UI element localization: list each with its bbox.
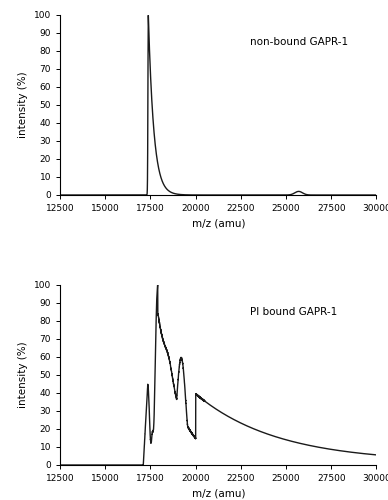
X-axis label: m/z (amu): m/z (amu)	[192, 488, 245, 498]
Text: PI bound GAPR-1: PI bound GAPR-1	[250, 306, 337, 316]
Y-axis label: intensity (%): intensity (%)	[18, 342, 28, 408]
X-axis label: m/z (amu): m/z (amu)	[192, 218, 245, 228]
Text: non-bound GAPR-1: non-bound GAPR-1	[250, 36, 348, 46]
Y-axis label: intensity (%): intensity (%)	[18, 72, 28, 138]
